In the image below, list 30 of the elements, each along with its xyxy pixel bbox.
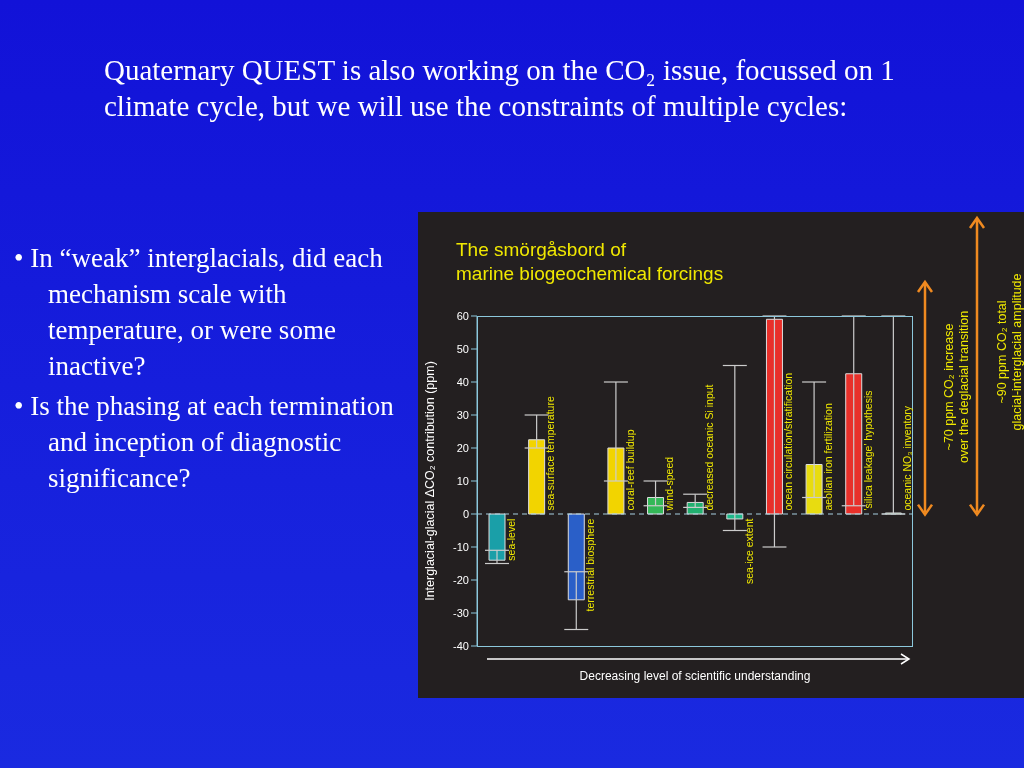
y-tick-label: -40 [453, 639, 469, 652]
y-axis-title: Interglacial-glacial ΔCO₂ contribution (ppm) [423, 361, 438, 601]
y-tick-label: 20 [456, 441, 469, 454]
x-tick-label: sea-surface temperature [544, 396, 557, 511]
x-tick-label: wind-speed [663, 456, 676, 512]
x-tick-label: 'silica leakage' hypothesis [861, 390, 874, 511]
y-tick-label: 60 [456, 309, 469, 322]
chart-title: The smörgåsbord of marine biogeochemical forcings [456, 238, 724, 286]
y-tick-label: 40 [456, 375, 469, 388]
x-tick-label: aeolian iron fertilization [821, 403, 834, 511]
text: • Is the phasing at each termination and inception of diagnostic significance? [14, 390, 395, 495]
x-tick-label: terrestrial biosphere [584, 518, 597, 612]
x-tick-label: sea-level [504, 518, 517, 561]
y-tick-label: 50 [456, 342, 469, 355]
text: Quaternary QUEST is also working on the CO₂ issue, focussed on 1 climate cycle, but we will use the constraints of multiple cycles: [104, 53, 896, 124]
x-tick-label: decreased oceanic Si input [703, 384, 715, 511]
text: ~90 ppm CO₂ total glacial-interglacial amplitude [995, 273, 1024, 431]
text: ~70 ppm CO₂ increase over the deglacial transition [942, 310, 971, 464]
x-tick-label: ocean circulation/stratification [782, 372, 795, 511]
x-tick-label: sea-ice extent [742, 518, 755, 584]
y-tick-label: -30 [453, 606, 469, 619]
x-tick-label: coral-reef buildup [623, 429, 636, 511]
y-tick-label: -20 [453, 573, 469, 586]
text: • In “weak” interglacials, did each mechanism scale with temperature, or were some inactive? [14, 242, 384, 383]
x-tick-label: oceanic NO₃ inventory [901, 405, 914, 511]
y-tick-label: 0 [462, 507, 469, 520]
y-tick-label: 10 [456, 474, 469, 487]
y-tick-label: 30 [456, 408, 469, 421]
x-axis-title: Decreasing level of scientific understanding [579, 669, 811, 683]
y-tick-label: -10 [453, 540, 469, 553]
